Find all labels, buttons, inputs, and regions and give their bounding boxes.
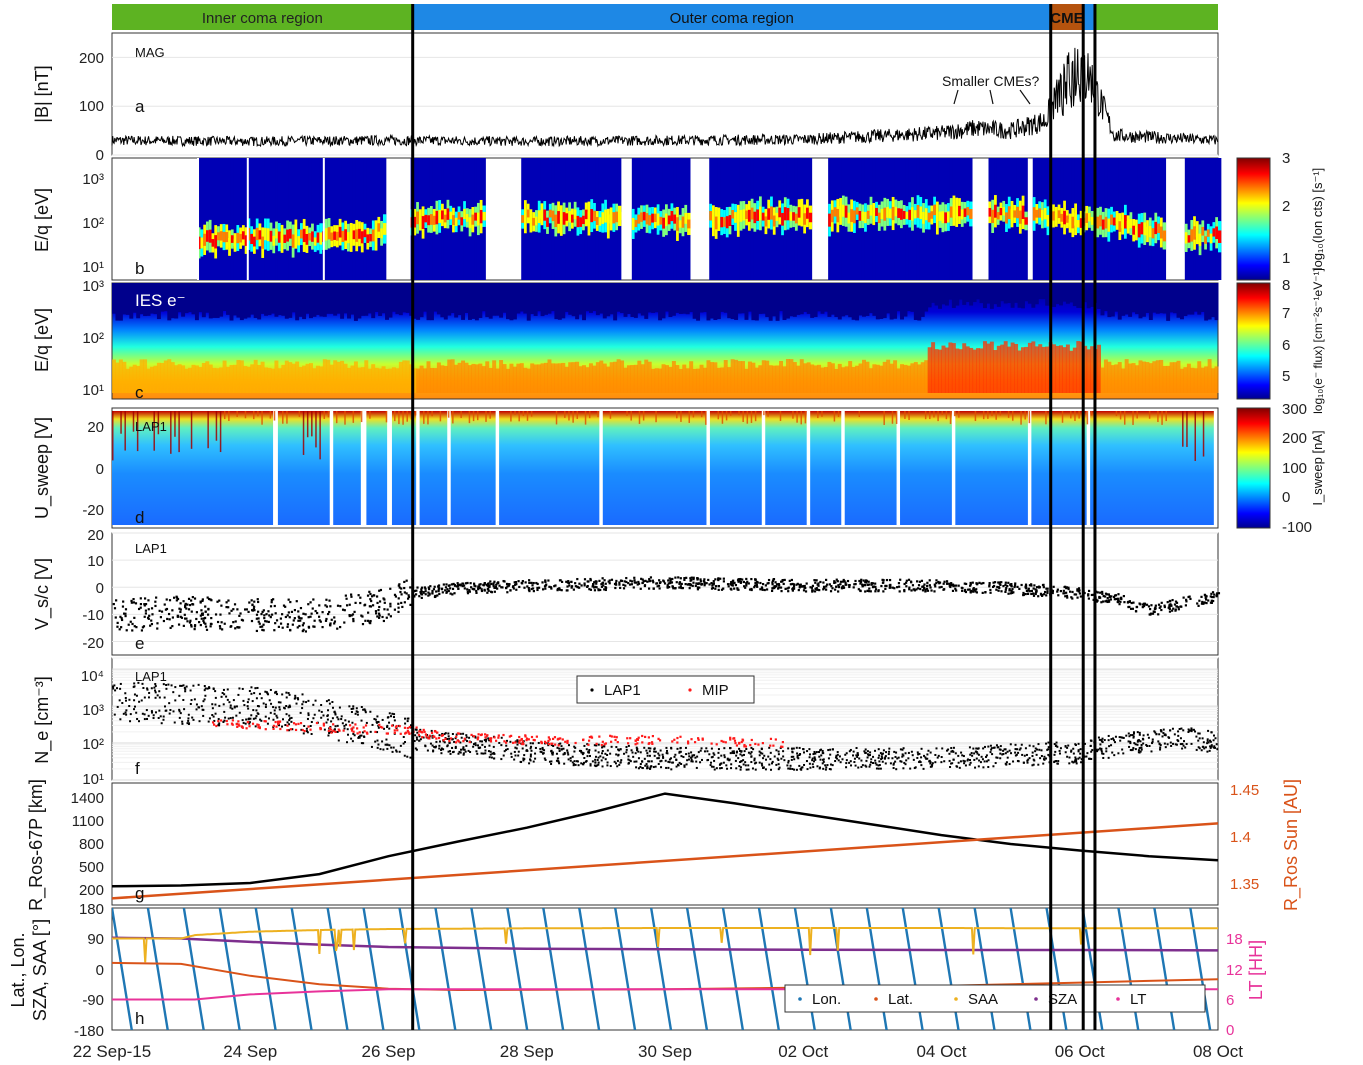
legend-mip: MIP <box>702 682 729 699</box>
right-axis-h: 0 6 12 18 LT [HH] <box>1226 931 1266 1039</box>
colorbar-d-label: I_sweep [nA] <box>1310 430 1325 505</box>
region-label-1: Outer coma region <box>670 10 794 27</box>
panel-d-letter: d <box>135 508 144 527</box>
x-tick-6: 04 Oct <box>916 1042 966 1061</box>
ros-sun-distance-line <box>111 822 1219 900</box>
ylabel-right-h: LT [HH] <box>1246 940 1266 1000</box>
ylabel-h-2: SZA, SAA [°] <box>30 919 50 1021</box>
colorbar-d: -100 0 100 200 300 I_sweep [nA] <box>1236 401 1325 536</box>
panel-f-letter: f <box>135 759 140 778</box>
annotation-tick-1 <box>953 89 959 105</box>
panel-h-angles: h Lon. Lat. SAA SZA LT <box>111 907 1219 1031</box>
y-ticks-c: 10¹ 10² 10³ <box>82 278 104 399</box>
legend-lt: LT <box>1130 991 1146 1008</box>
y-ticks-b: 10¹ 10² 10³ <box>82 171 104 276</box>
colorbar-c-label: log₁₀(e⁻ flux) [cm⁻²s⁻¹eV⁻¹] <box>1311 268 1325 414</box>
panel-b-ica: ICA Comet ions b <box>111 157 1222 281</box>
panel-d-tag: LAP1 <box>135 419 167 434</box>
ros-67p-distance-line <box>111 792 1219 888</box>
y-ticks-e: -20 -10 0 10 20 <box>82 527 104 652</box>
panel-f-density: LAP1 f LAP1 MIP <box>111 657 1219 781</box>
region-label-2: CME <box>1050 10 1083 27</box>
vsc-points <box>112 576 1221 633</box>
region-bar: Inner coma region Outer coma region CME <box>112 4 1218 30</box>
panel-f-tag: LAP1 <box>135 669 167 684</box>
sza-line <box>111 936 1219 952</box>
panel-b-letter: b <box>135 259 144 278</box>
saa-line <box>112 927 1218 963</box>
b-field-line <box>111 47 1219 148</box>
annotation-tick-3 <box>1019 89 1031 105</box>
x-tick-7: 06 Oct <box>1055 1042 1105 1061</box>
right-axis-g: 1.35 1.4 1.45 R_Ros Sun [AU] <box>1230 779 1302 911</box>
ylabel-d: U_sweep [V] <box>32 417 53 519</box>
y-ticks-a: 0 100 200 <box>79 50 104 164</box>
x-axis-ticks: 22 Sep-15 24 Sep 26 Sep 28 Sep 30 Sep 02 Oct 0… <box>73 1042 1244 1061</box>
ylabel-b: E/q [eV] <box>32 188 52 252</box>
x-tick-1: 24 Sep <box>223 1042 277 1061</box>
ylabel-a: |B| [nT] <box>32 65 52 122</box>
colorbar-b-label: log₁₀(Ion cts) [s⁻¹] <box>1310 168 1325 271</box>
panel-c-tag: IES e⁻ <box>135 291 186 310</box>
y-ticks-f: 10¹ 10² 10³ 10⁴ <box>81 668 104 788</box>
region-1 <box>412 4 1051 30</box>
smaller-cmes-annotation: Smaller CMEs? <box>942 73 1039 89</box>
region-0 <box>112 4 413 30</box>
panel-a-tag: MAG <box>135 45 165 60</box>
annotation-tick-2 <box>989 89 994 105</box>
legend-lat: Lat. <box>888 991 913 1008</box>
panel-e-letter: e <box>135 634 144 653</box>
panel-b-tag-3: ions <box>135 210 166 229</box>
x-tick-3: 28 Sep <box>500 1042 554 1061</box>
y-ticks-d: -20 0 20 <box>82 419 104 519</box>
legend-lap1: LAP1 <box>604 682 641 699</box>
lap1-density-points <box>112 681 1219 771</box>
legend-sza: SZA <box>1048 991 1077 1008</box>
region-4 <box>1094 4 1218 30</box>
ylabel-g: R_Ros-67P [km] <box>26 779 47 911</box>
ylabel-h-1: Lat., Lon. <box>8 932 28 1007</box>
panel-b-tag-2: Comet <box>135 189 185 208</box>
y-ticks-h: -180 -90 0 90 180 <box>74 901 104 1040</box>
panel-d-lap-sweep: LAP1 d <box>111 407 1219 529</box>
panel-b-tag-1: ICA <box>135 168 164 187</box>
boundary-lines <box>411 4 1097 1030</box>
ylabel-right-g: R_Ros Sun [AU] <box>1281 779 1302 911</box>
panel-a-letter: a <box>135 97 145 116</box>
panel-h-letter: h <box>135 1009 144 1028</box>
x-tick-4: 30 Sep <box>638 1042 692 1061</box>
panel-e-vsc: LAP1 e <box>111 532 1221 656</box>
x-tick-5: 02 Oct <box>778 1042 828 1061</box>
panel-a-mag: MAG a Smaller CMEs? <box>111 32 1219 156</box>
panel-g-distance: g <box>111 782 1219 906</box>
x-tick-8: 08 Oct <box>1193 1042 1243 1061</box>
region-2 <box>1050 4 1084 30</box>
panel-g-letter: g <box>135 884 144 903</box>
ylabel-c: E/q [eV] <box>32 308 52 372</box>
legend-saa: SAA <box>968 991 998 1008</box>
colorbar-c: 5 6 7 8 log₁₀(e⁻ flux) [cm⁻²s⁻¹eV⁻¹] <box>1236 268 1325 414</box>
panel-e-tag: LAP1 <box>135 541 167 556</box>
x-tick-2: 26 Sep <box>362 1042 416 1061</box>
colorbar-b: 1 2 3 log₁₀(Ion cts) [s⁻¹] <box>1236 150 1325 281</box>
y-ticks-g: 200 500 800 1100 1400 <box>71 790 104 899</box>
panel-c-letter: c <box>135 383 144 402</box>
region-3 <box>1083 4 1095 30</box>
mip-density-points <box>211 719 784 748</box>
ylabel-e: V_s/c [V] <box>32 558 53 630</box>
panel-f-legend: LAP1 MIP <box>576 675 755 704</box>
panel-h-legend: Lon. Lat. SAA SZA LT <box>784 984 1206 1013</box>
ylabel-f: N_e [cm⁻³] <box>32 676 53 764</box>
x-tick-0: 22 Sep-15 <box>73 1042 151 1061</box>
panel-c-ies: IES e⁻ c <box>111 282 1219 402</box>
legend-lon: Lon. <box>812 991 841 1008</box>
region-label-0: Inner coma region <box>202 10 323 27</box>
